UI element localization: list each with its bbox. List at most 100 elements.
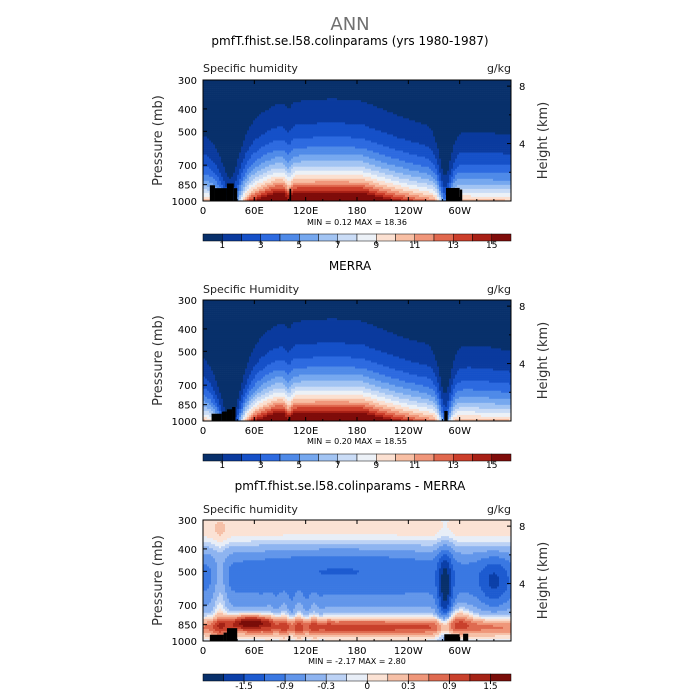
field-cell <box>283 96 285 98</box>
field-cell <box>231 92 233 94</box>
field-cell <box>337 92 339 94</box>
field-cell <box>255 88 257 90</box>
field-cell <box>395 86 397 88</box>
field-cell <box>305 90 307 92</box>
field-cell <box>265 84 267 86</box>
field-cell <box>245 86 247 88</box>
field-cell <box>249 90 251 92</box>
field-cell <box>317 94 319 96</box>
field-cell <box>253 86 255 88</box>
field-cell <box>377 82 379 84</box>
field-cell <box>439 90 441 92</box>
field-cell <box>441 92 443 94</box>
field-cell <box>393 82 395 84</box>
field-cell <box>345 90 347 92</box>
field-cell <box>275 84 277 86</box>
field-cell <box>501 90 503 92</box>
field-cell <box>499 88 501 90</box>
field-cell <box>231 84 233 86</box>
field-cell <box>499 90 501 92</box>
field-cell <box>287 88 289 90</box>
field-cell <box>273 96 275 98</box>
field-cell <box>419 90 421 92</box>
field-cell <box>237 84 239 86</box>
field-cell <box>333 82 335 84</box>
field-cell <box>423 90 425 92</box>
field-cell <box>351 94 353 96</box>
field-cell <box>227 84 229 86</box>
field-cell <box>447 92 449 94</box>
field-cell <box>255 96 257 98</box>
field-cell <box>317 86 319 88</box>
field-cell <box>403 94 405 96</box>
field-cell <box>293 90 295 92</box>
field-cell <box>299 82 301 84</box>
field-cell <box>361 84 363 86</box>
field-cell <box>391 86 393 88</box>
field-cell <box>415 90 417 92</box>
field-cell <box>347 96 349 98</box>
field-cell <box>339 82 341 84</box>
field-cell <box>259 84 261 86</box>
field-cell <box>463 94 465 96</box>
field-cell <box>365 82 367 84</box>
field-cell <box>505 90 507 92</box>
field-cells <box>203 80 511 201</box>
field-cell <box>383 90 385 92</box>
field-cell <box>275 92 277 94</box>
field-cell <box>355 88 357 90</box>
variable-label: Specific humidity <box>203 62 298 75</box>
field-cell <box>325 82 327 84</box>
field-cell <box>213 94 215 96</box>
field-cell <box>283 88 285 90</box>
field-cell <box>301 84 303 86</box>
field-cell <box>467 84 469 86</box>
field-cell <box>407 86 409 88</box>
field-cell <box>471 90 473 92</box>
field-cell <box>227 94 229 96</box>
field-cell <box>291 90 293 92</box>
field-cell <box>435 90 437 92</box>
field-cell <box>389 84 391 86</box>
field-cell <box>339 92 341 94</box>
field-cell <box>467 86 469 88</box>
field-cell <box>399 82 401 84</box>
field-cell <box>495 88 497 90</box>
field-cell <box>337 82 339 84</box>
field-cell <box>321 84 323 86</box>
field-cell <box>449 92 451 94</box>
field-cell <box>339 90 341 92</box>
field-cell <box>461 86 463 88</box>
field-cell <box>389 96 391 98</box>
field-cell <box>257 90 259 92</box>
field-cell <box>295 92 297 94</box>
field-cell <box>321 88 323 90</box>
field-cell <box>227 82 229 84</box>
field-cell <box>299 84 301 86</box>
field-cell <box>217 94 219 96</box>
field-cell <box>341 82 343 84</box>
field-cell <box>277 90 279 92</box>
field-cell <box>345 96 347 98</box>
field-cell <box>259 96 261 98</box>
field-cell <box>343 96 345 98</box>
field-cell <box>209 88 211 90</box>
field-cell <box>371 94 373 96</box>
field-cell <box>297 88 299 90</box>
field-cell <box>415 92 417 94</box>
field-cell <box>325 84 327 86</box>
field-cell <box>423 82 425 84</box>
field-cell <box>457 88 459 90</box>
field-cell <box>229 90 231 92</box>
field-cell <box>249 82 251 84</box>
field-cell <box>311 92 313 94</box>
field-cell <box>441 90 443 92</box>
field-cell <box>419 82 421 84</box>
field-cell <box>395 84 397 86</box>
field-cell <box>359 86 361 88</box>
field-cell <box>317 88 319 90</box>
field-cell <box>293 86 295 88</box>
field-cell <box>459 90 461 92</box>
field-cell <box>423 84 425 86</box>
field-cell <box>445 84 447 86</box>
